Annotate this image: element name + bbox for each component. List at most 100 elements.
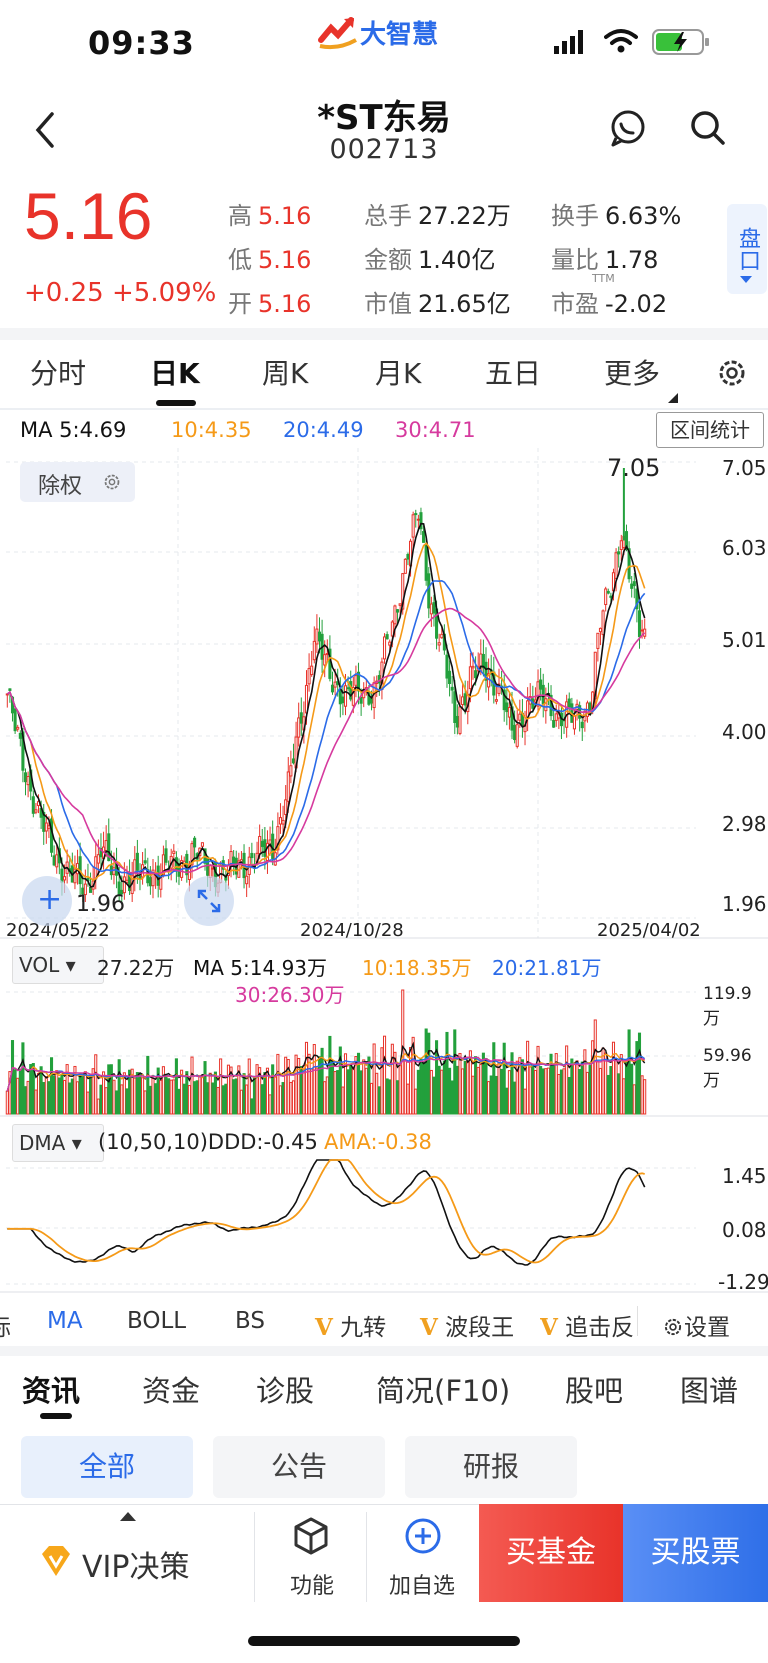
volume-bar	[489, 1075, 493, 1115]
volume-bar	[115, 1090, 119, 1115]
gear-icon	[664, 1318, 682, 1336]
vip-v-icon: V	[420, 1314, 438, 1341]
fullscreen-button[interactable]	[184, 876, 234, 926]
tab-more[interactable]: 更多	[604, 357, 661, 390]
signal-icon	[554, 30, 583, 54]
add-circle-icon[interactable]	[403, 1516, 443, 1556]
volume-bar	[193, 1081, 197, 1115]
indicator-item[interactable]: 标	[0, 1308, 11, 1342]
volume-bar	[317, 1056, 322, 1115]
vip-decision-button[interactable]: VIP决策	[82, 1550, 190, 1585]
volume-bar	[273, 1076, 277, 1115]
volume-bar	[55, 1070, 59, 1115]
buy-fund-button[interactable]: 买基金	[479, 1504, 623, 1602]
cube-icon[interactable]	[291, 1516, 331, 1556]
volume-bar	[635, 1041, 639, 1115]
volume-bar	[73, 1065, 77, 1115]
volume-bar	[609, 1066, 613, 1115]
volume-bar	[338, 1046, 342, 1115]
filter-research[interactable]: 研报	[405, 1436, 577, 1498]
volume-bar	[471, 1075, 475, 1115]
filter-announcement[interactable]: 公告	[213, 1436, 385, 1498]
indicator-jiuzhuan[interactable]: V 九转	[315, 1308, 386, 1342]
tab-five-day[interactable]: 五日	[485, 357, 542, 390]
filter-all[interactable]: 全部	[21, 1436, 193, 1498]
gear-icon[interactable]	[715, 356, 749, 390]
kline-chart[interactable]	[0, 410, 768, 1300]
tab-funds[interactable]: 资金	[142, 1374, 201, 1408]
candle-body	[96, 854, 100, 864]
volume-bar	[619, 1054, 623, 1115]
volume-bar	[432, 1076, 436, 1115]
fuquan-button[interactable]	[20, 462, 135, 502]
volume-bar	[554, 1053, 558, 1115]
volume-bar	[333, 1071, 337, 1115]
chat-icon[interactable]	[608, 108, 648, 148]
divider	[0, 1346, 768, 1356]
indicator-boll[interactable]: BOLL	[127, 1308, 187, 1334]
volume-bar	[107, 1064, 111, 1115]
volume-bar	[263, 1072, 267, 1115]
candle-body	[8, 688, 12, 691]
tab-diagnose[interactable]: 诊股	[256, 1374, 315, 1408]
volume-bar	[70, 1078, 74, 1115]
tab-weekly-k[interactable]: 周K	[262, 357, 309, 390]
volume-bar	[466, 1060, 470, 1115]
x-tick-label: 2024/05/22	[6, 920, 110, 941]
candle-body	[359, 696, 363, 704]
pankou-button[interactable]: 盘口	[727, 204, 767, 294]
volume-bar	[278, 1085, 283, 1115]
range-stat-button[interactable]: 区间统计	[656, 412, 764, 448]
indicator-zhuiji[interactable]: V 追击反	[540, 1308, 634, 1342]
candle-body	[52, 855, 56, 866]
quote-open-label: 开	[228, 290, 252, 318]
volume-bar	[185, 1071, 189, 1115]
volume-bar	[174, 1058, 178, 1115]
battery-icon	[652, 29, 709, 55]
search-icon[interactable]	[688, 108, 728, 148]
ama-line	[7, 1159, 645, 1264]
candle-body	[81, 887, 85, 895]
candle-body	[138, 875, 142, 879]
volume-bar	[146, 1055, 150, 1115]
indicator-settings[interactable]: 设置	[662, 1308, 730, 1342]
tab-graph[interactable]: 图谱	[680, 1374, 739, 1408]
zoom-in-button[interactable]	[22, 876, 72, 926]
volume-bar	[474, 1056, 478, 1115]
tab-forum[interactable]: 股吧	[565, 1374, 624, 1408]
candle-body	[315, 628, 319, 645]
pankou-arrow-icon	[740, 276, 752, 283]
tab-news[interactable]: 资讯	[22, 1374, 81, 1408]
tab-f10[interactable]: 简况(F10)	[376, 1374, 511, 1408]
volume-bar	[154, 1083, 158, 1115]
volume-bar	[414, 1088, 418, 1115]
candle-body	[346, 687, 350, 690]
expand-up-icon[interactable]	[120, 1512, 136, 1521]
volume-bar	[526, 1040, 530, 1115]
volume-bar	[151, 1077, 155, 1115]
tab-daily-k[interactable]: 日K	[150, 357, 200, 390]
indicator-bs[interactable]: BS	[235, 1308, 265, 1334]
tab-monthly-k[interactable]: 月K	[375, 357, 422, 390]
candle-body	[393, 605, 397, 625]
volume-bar	[606, 1074, 610, 1115]
candle-body	[635, 588, 639, 610]
candle-body	[518, 713, 522, 721]
indicator-boduanwang[interactable]: V 波段王	[420, 1308, 514, 1342]
candle-body	[143, 860, 147, 864]
add-watchlist-button[interactable]: 加自选	[389, 1574, 456, 1599]
back-icon[interactable]	[26, 108, 66, 152]
buy-stock-button[interactable]: 买股票	[623, 1504, 768, 1602]
candle-body	[245, 875, 249, 885]
volume-bar	[611, 1041, 616, 1115]
function-button[interactable]: 功能	[290, 1574, 335, 1599]
volume-bar	[570, 1058, 574, 1115]
candle-body	[617, 551, 621, 555]
indicator-ma[interactable]: MA	[47, 1308, 83, 1334]
candle-body	[398, 603, 402, 606]
tab-fenshi[interactable]: 分时	[30, 357, 87, 390]
dma-indicator-select[interactable]: DMA ▾	[12, 1124, 104, 1162]
volume-bar	[304, 1041, 309, 1115]
vol-indicator-select[interactable]: VOL ▾	[12, 946, 104, 984]
quote-pe: 市盈 -2.02	[551, 284, 667, 319]
